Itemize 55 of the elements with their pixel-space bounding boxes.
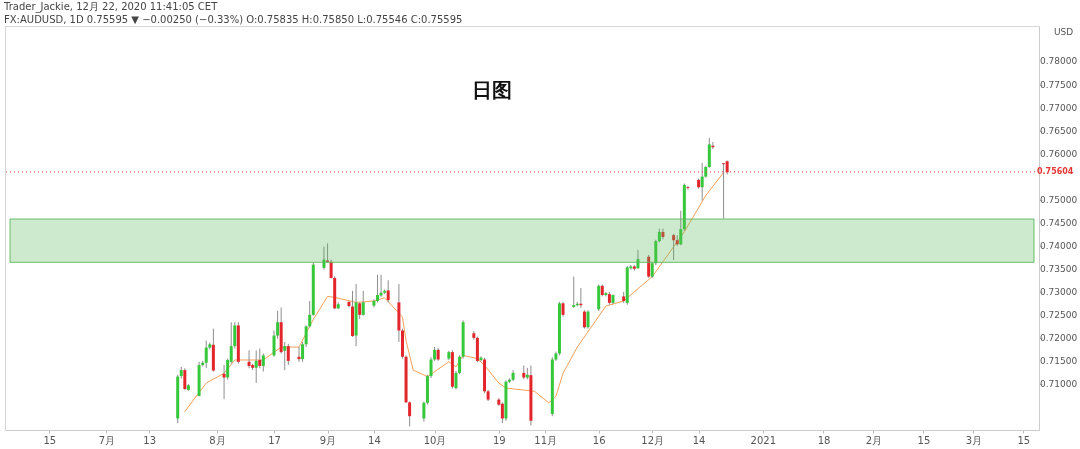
text: 日图 (472, 78, 512, 102)
y-tick-label: 0.77500 (1040, 79, 1078, 90)
x-tick-label: 12月 (641, 434, 665, 446)
x-tick-label: 10月 (423, 434, 447, 446)
candlestick (636, 249, 640, 270)
x-tick-label: 7月 (98, 434, 116, 446)
y-tick-label: 0.74500 (1040, 217, 1078, 228)
y-tick-label: 0.72500 (1040, 309, 1078, 320)
chart-subtitle: Trader_Jackie, 12月 22, 2020 11:41:05 CET (4, 0, 219, 13)
y-tick-label: 0.71000 (1040, 378, 1078, 389)
x-tick-label: 15 (917, 434, 931, 446)
y-tick-label: 0.75000 (1040, 194, 1078, 205)
candlestick (376, 274, 379, 303)
y-tick-label: 0.72000 (1040, 332, 1078, 343)
text: FX:AUDUSD, 1D 0.75595 ▼ −0.00250 (−0.33%) O:0.75835 H:0.75850 L:0.75546 C:0.75595 (4, 13, 464, 26)
x-tick-label: 2021 (750, 434, 777, 446)
x-tick-label: 9月 (319, 434, 337, 446)
candlestick (661, 228, 665, 240)
candlestick (326, 242, 330, 264)
candlestick (475, 335, 479, 363)
candlestick (582, 309, 586, 330)
candlestick (361, 290, 365, 317)
y-tick-label: 0.76500 (1040, 125, 1078, 136)
x-tick-label: 14 (368, 434, 381, 446)
line-series (184, 171, 725, 413)
x-tick-label: 15 (43, 434, 57, 446)
y-tick-label: 0.77000 (1040, 102, 1078, 113)
candlestick (586, 309, 590, 330)
y-tick-label: 0.73000 (1040, 286, 1078, 297)
candlestick (286, 343, 290, 366)
candlestick (322, 246, 326, 271)
candlestick (686, 185, 690, 191)
candlestick (707, 137, 711, 169)
x-tick-label: 2月 (865, 434, 883, 446)
y-tick-label: 0.74000 (1040, 240, 1078, 251)
x-tick-label: 16 (592, 434, 606, 446)
x-tick-label: 14 (692, 434, 706, 446)
x-tick-label: 15 (1017, 434, 1031, 446)
candlestick (283, 341, 287, 371)
x-tick-label: 8月 (209, 434, 226, 446)
x-tick-label: 3月 (965, 434, 983, 446)
y-tick-label: 0.76000 (1040, 148, 1078, 159)
y-tick-label: 0.73500 (1040, 263, 1078, 274)
x-tick-label: 13 (143, 434, 157, 446)
y-tick-label: 0.71500 (1040, 355, 1078, 366)
ref-line-label: 0.75604 (1037, 166, 1074, 176)
x-tick-label: 11月 (534, 434, 558, 446)
x-tick-label: 18 (817, 434, 831, 446)
candlestick (679, 210, 683, 246)
y-axis-title: USD (1053, 26, 1074, 37)
y-tick-label: 0.78000 (1040, 56, 1078, 67)
x-tick-label: 19 (492, 434, 506, 446)
x-tick-label: 17 (268, 434, 281, 446)
candlestick (500, 401, 504, 424)
candlestick (247, 349, 251, 369)
